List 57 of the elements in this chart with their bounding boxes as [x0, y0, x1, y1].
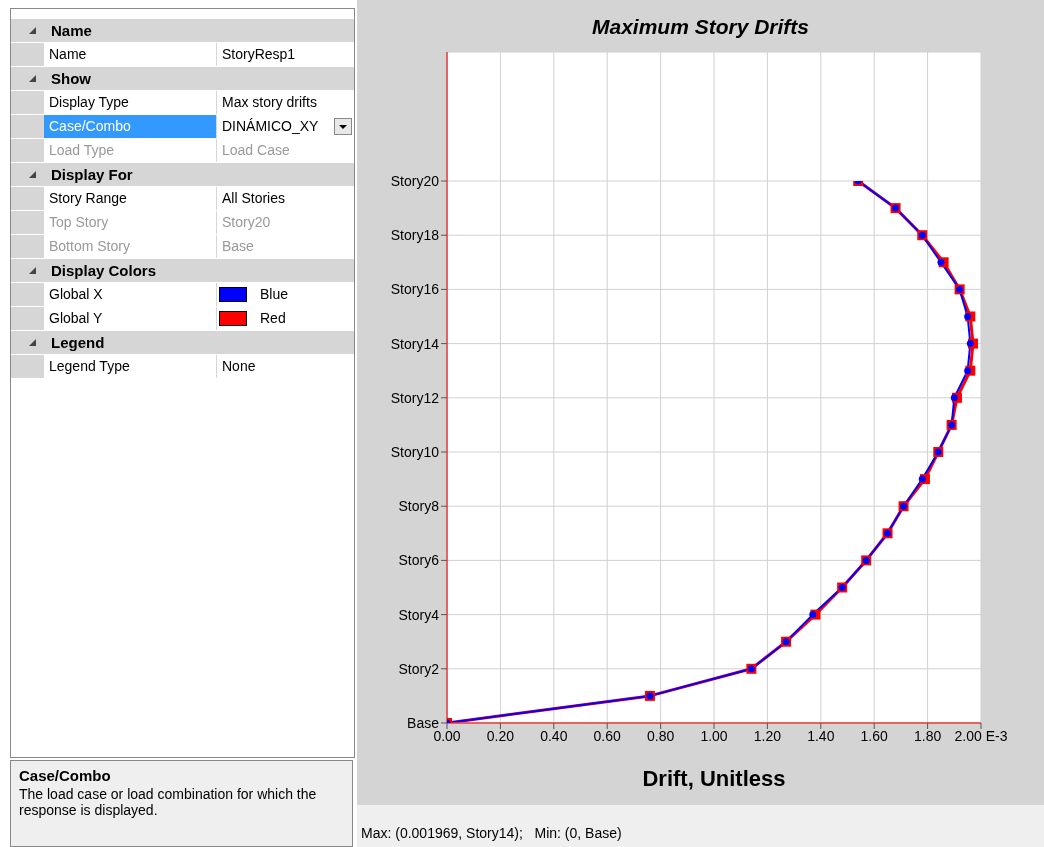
text: Display Type	[44, 91, 216, 114]
y-tick-label: Story2	[398, 660, 440, 677]
x-tick-label: 1.00	[700, 727, 728, 744]
text: Red	[260, 309, 286, 328]
x-tick-label: 1.40	[807, 727, 835, 744]
x-tick-label: 1.80	[913, 727, 942, 744]
text: Case/Combo	[19, 767, 112, 784]
y-tick-label: Story6	[398, 552, 440, 569]
point	[964, 367, 972, 375]
text: Show	[51, 70, 91, 87]
y-tick-label: Story16	[390, 281, 440, 298]
x-axis-title: Drift, Unitless	[642, 766, 786, 791]
x-tick-label: 1.60	[860, 727, 889, 744]
text: None	[217, 355, 354, 378]
point	[950, 394, 958, 402]
text: Legend Type	[44, 355, 216, 378]
point	[937, 258, 945, 266]
text: Global Y	[44, 307, 216, 330]
y-tick-label: Story18	[390, 227, 440, 244]
text: Legend	[51, 334, 105, 351]
x-tick-label: 0.40	[540, 727, 568, 744]
x-tick-label: 1.20	[753, 727, 782, 744]
text: Case/Combo	[44, 115, 216, 138]
text: Load Case	[217, 139, 354, 162]
y-tick-label: Story10	[390, 443, 440, 460]
point	[966, 340, 974, 348]
text: The load case or load combination for which the response is displayed.	[19, 786, 318, 818]
text: All Stories	[217, 187, 354, 210]
text: Story20	[217, 211, 354, 234]
y-tick-label: Story8	[398, 498, 440, 515]
text: Top Story	[44, 211, 216, 234]
text: StoryResp1	[217, 43, 354, 66]
y-tick-label: Story12	[390, 389, 440, 406]
x-tick-label: 0.20	[486, 727, 515, 744]
x-tick-label: 2.00 E-3	[954, 727, 1008, 744]
text: Bottom Story	[44, 235, 216, 258]
chart-title: Maximum Story Drifts	[590, 15, 810, 39]
point	[918, 475, 926, 483]
text: Base	[217, 235, 354, 258]
text: Load Type	[44, 139, 216, 162]
text: Blue	[260, 285, 289, 304]
text: Name	[51, 22, 92, 39]
text: Story Range	[44, 187, 216, 210]
y-tick-label: Story4	[398, 606, 440, 623]
text: Max: (0.001969, Story14); Min: (0, Base)	[361, 825, 622, 841]
x-tick-label: 0.60	[593, 727, 622, 744]
text: Name	[44, 43, 216, 66]
y-tick-label: Story20	[390, 172, 440, 189]
text: Display For	[51, 166, 133, 183]
text: DINÁMICO_XY	[217, 115, 354, 138]
point	[964, 313, 972, 320]
text: Max story drifts	[217, 91, 354, 114]
point	[809, 611, 817, 619]
y-tick-label: Story14	[390, 335, 440, 352]
text: Display Colors	[51, 262, 157, 279]
text: Global X	[44, 283, 216, 306]
x-tick-label: 0.80	[646, 727, 675, 744]
